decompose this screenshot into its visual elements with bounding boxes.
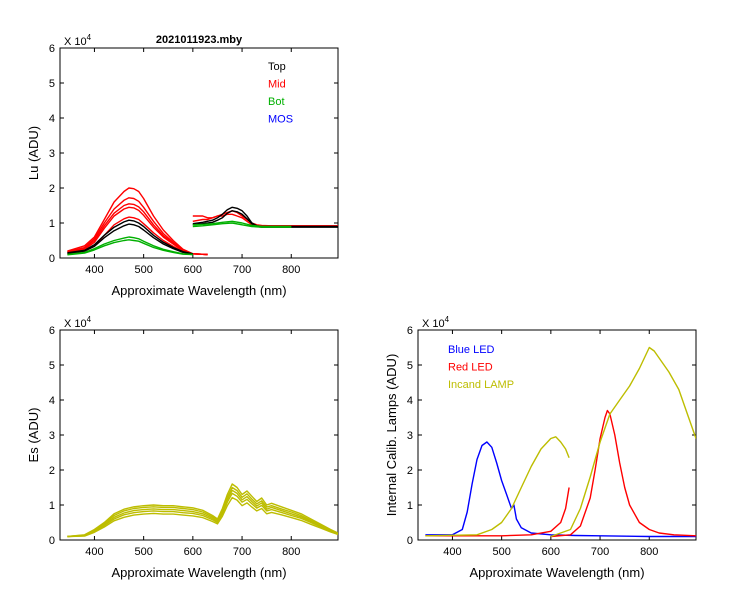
y-tick-label: 1: [407, 500, 413, 512]
series-line-es-3: [67, 489, 338, 538]
x-tick-label: 600: [184, 546, 202, 558]
y-axis-label: Es (ADU): [26, 408, 41, 463]
series-group: [67, 483, 338, 538]
series-line-bot-1: [67, 236, 193, 256]
series-line-es-5: [67, 496, 338, 538]
x-tick-label: 600: [184, 264, 202, 276]
x-axis-label: Approximate Wavelength (nm): [111, 283, 286, 298]
y-tick-label: 2: [407, 465, 413, 477]
series-line-bot-r2: [192, 222, 292, 228]
exponent-base: X 10: [422, 318, 445, 330]
series-line-incand-lamp-2: [550, 346, 696, 538]
y-tick-label: 4: [49, 113, 55, 125]
y-tick-label: 5: [49, 360, 55, 372]
exponent-label: X 104: [422, 315, 450, 330]
x-tick-label: 500: [134, 264, 152, 276]
y-tick-label: 1: [49, 500, 55, 512]
plot-frame: [59, 329, 339, 541]
series-line-top-2: [67, 223, 193, 255]
chart-title: 2021011923.mby: [156, 34, 243, 46]
y-tick-label: 4: [49, 395, 55, 407]
y-tick-label: 2: [49, 465, 55, 477]
x-axis-label: Approximate Wavelength (nm): [111, 565, 286, 580]
exponent-power: 4: [87, 315, 92, 324]
series-line-mid-4: [67, 206, 208, 256]
legend-entry-top: Top: [268, 61, 286, 73]
y-tick-label: 3: [49, 430, 55, 442]
x-axis-label: Approximate Wavelength (nm): [469, 565, 644, 580]
series-line-es-4: [67, 492, 338, 538]
x-tick-label: 400: [85, 546, 103, 558]
exponent-base: X 10: [64, 36, 87, 48]
y-tick-label: 3: [49, 148, 55, 160]
x-tick-label: 500: [134, 546, 152, 558]
series-line-red-led: [425, 487, 570, 537]
legend-entry-bot: Bot: [268, 96, 285, 108]
series-line-top-1: [67, 219, 193, 255]
y-tick-label: 4: [407, 395, 413, 407]
y-axis-label: Internal Calib. Lamps (ADU): [384, 354, 399, 517]
x-tick-label: 400: [85, 264, 103, 276]
y-tick-label: 5: [407, 360, 413, 372]
y-axis-label: Lu (ADU): [26, 126, 41, 180]
y-tick-label: 0: [49, 535, 55, 547]
y-tick-label: 1: [49, 218, 55, 230]
exponent-power: 4: [87, 33, 92, 42]
series-group: [425, 346, 696, 538]
y-tick-label: 6: [49, 325, 55, 337]
y-tick-label: 6: [407, 325, 413, 337]
series-line-incand-lamp: [425, 436, 570, 537]
exponent-base: X 10: [64, 318, 87, 330]
legend-entry-incand-lamp: Incand LAMP: [448, 379, 514, 391]
series-group: [67, 187, 338, 256]
x-tick-label: 400: [443, 546, 461, 558]
y-tick-label: 6: [49, 43, 55, 55]
x-tick-label: 700: [591, 546, 609, 558]
legend-entry-red-led: Red LED: [448, 362, 493, 374]
x-tick-label: 500: [492, 546, 510, 558]
x-tick-label: 800: [282, 546, 300, 558]
series-line-es-1: [67, 483, 338, 538]
exponent-label: X 104: [64, 33, 92, 48]
x-tick-label: 700: [233, 546, 251, 558]
exponent-label: X 104: [64, 315, 92, 330]
y-tick-label: 3: [407, 430, 413, 442]
y-tick-label: 2: [49, 183, 55, 195]
series-line-bot-2: [67, 239, 193, 256]
legend-entry-mid: Mid: [268, 79, 286, 91]
exponent-power: 4: [445, 315, 450, 324]
y-tick-label: 5: [49, 78, 55, 90]
y-tick-label: 0: [49, 253, 55, 265]
x-tick-label: 800: [282, 264, 300, 276]
series-line-mid-1: [67, 187, 208, 256]
legend-entry-blue-led: Blue LED: [448, 344, 495, 356]
x-tick-label: 600: [542, 546, 560, 558]
legend-entry-mos: MOS: [268, 114, 293, 126]
series-line-red-led-2: [550, 409, 696, 538]
series-line-es-2: [67, 486, 338, 538]
x-tick-label: 700: [233, 264, 251, 276]
x-tick-label: 800: [640, 546, 658, 558]
y-tick-label: 0: [407, 535, 413, 547]
